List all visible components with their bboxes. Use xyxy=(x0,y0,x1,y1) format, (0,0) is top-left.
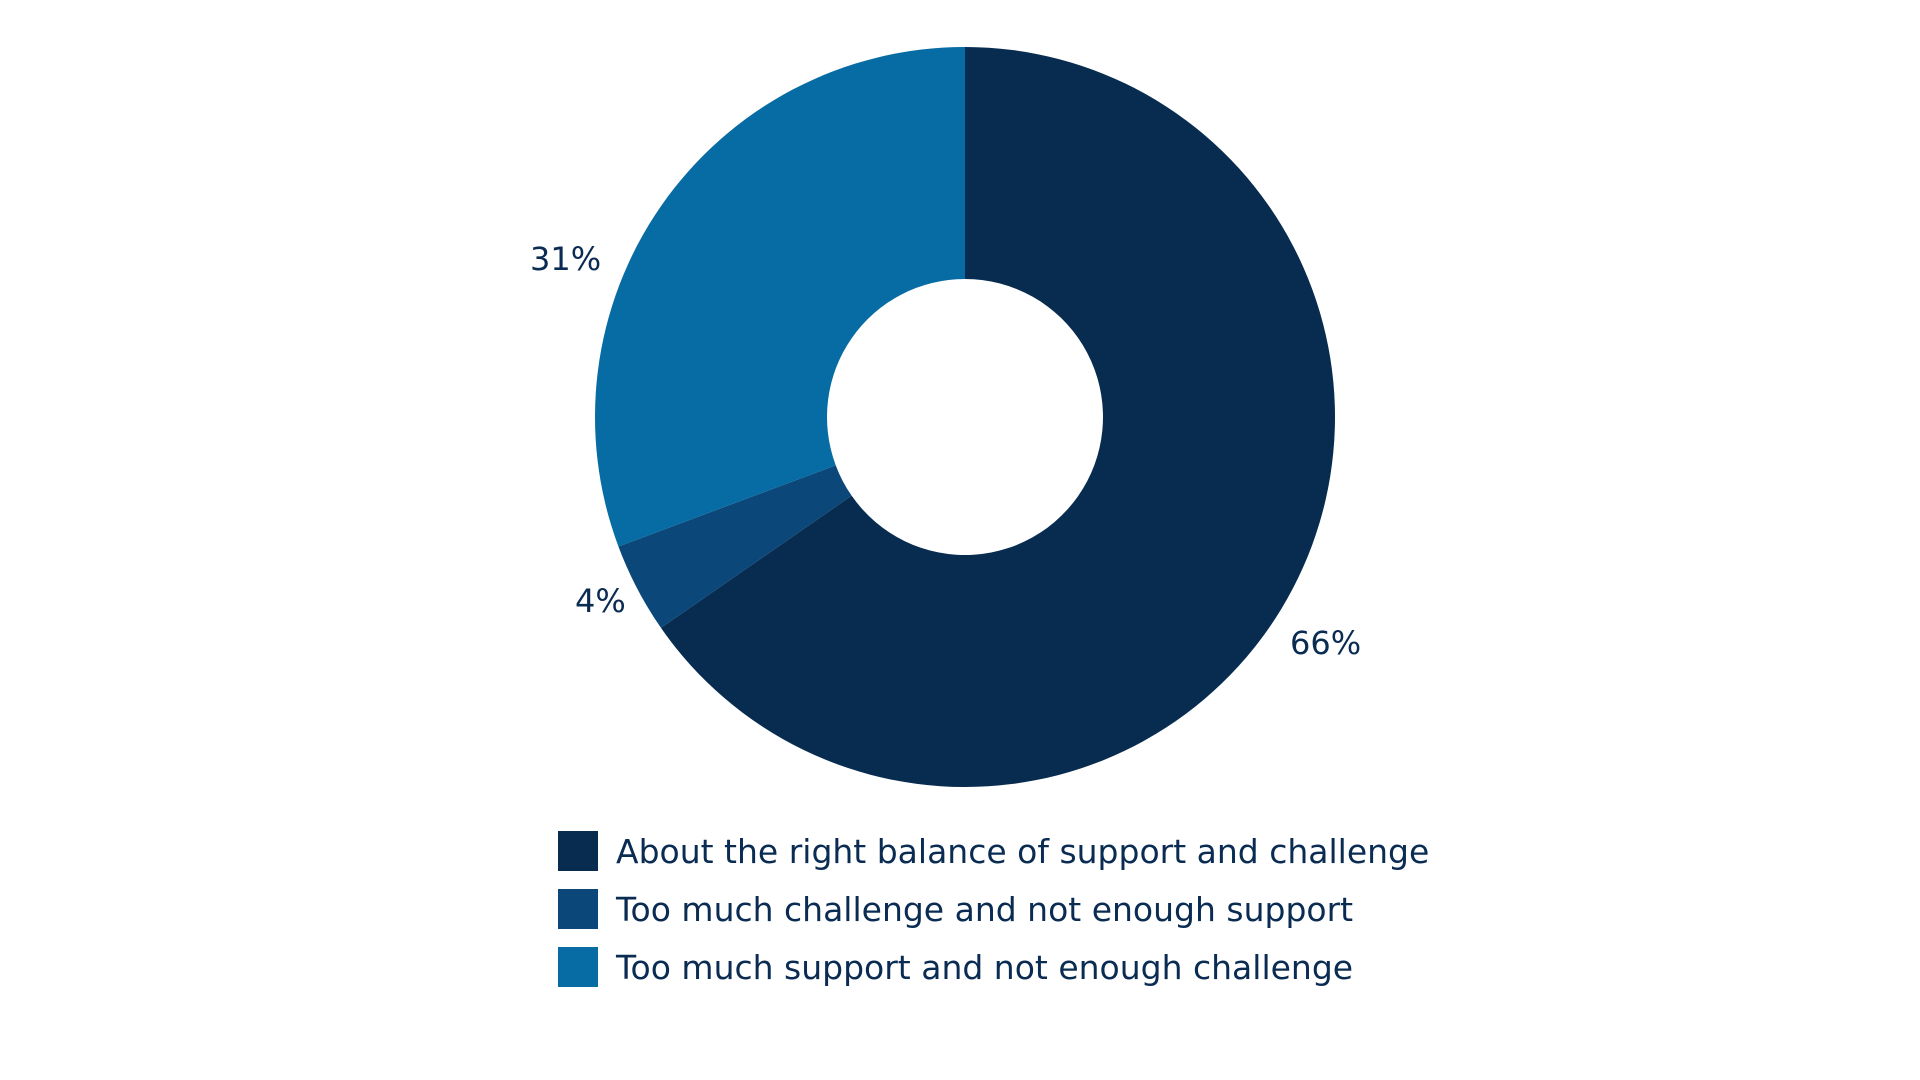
legend-item-too-much-support: Too much support and not enough challeng… xyxy=(558,938,1458,996)
slice-label-balance: 66% xyxy=(1290,624,1361,662)
legend-swatch-too-much-challenge xyxy=(558,889,598,929)
legend-swatch-balance xyxy=(558,831,598,871)
slice-label-too-much-challenge: 4% xyxy=(575,582,626,620)
slice-balance xyxy=(660,47,1335,788)
donut-slices xyxy=(594,47,1335,788)
legend: About the right balance of support and c… xyxy=(558,822,1458,996)
legend-label-too-much-support: Too much support and not enough challeng… xyxy=(616,947,1354,987)
legend-item-too-much-challenge: Too much challenge and not enough suppor… xyxy=(558,880,1458,938)
legend-swatch-too-much-support xyxy=(558,947,598,987)
legend-item-balance: About the right balance of support and c… xyxy=(558,822,1458,880)
slice-label-too-much-support: 31% xyxy=(530,240,601,278)
slice-labels: 66% 4% 31% xyxy=(530,240,1361,662)
legend-label-balance: About the right balance of support and c… xyxy=(616,831,1430,871)
legend-label-too-much-challenge: Too much challenge and not enough suppor… xyxy=(616,889,1354,929)
slice-too-much-support xyxy=(594,47,965,547)
slice-too-much-challenge xyxy=(618,465,852,628)
